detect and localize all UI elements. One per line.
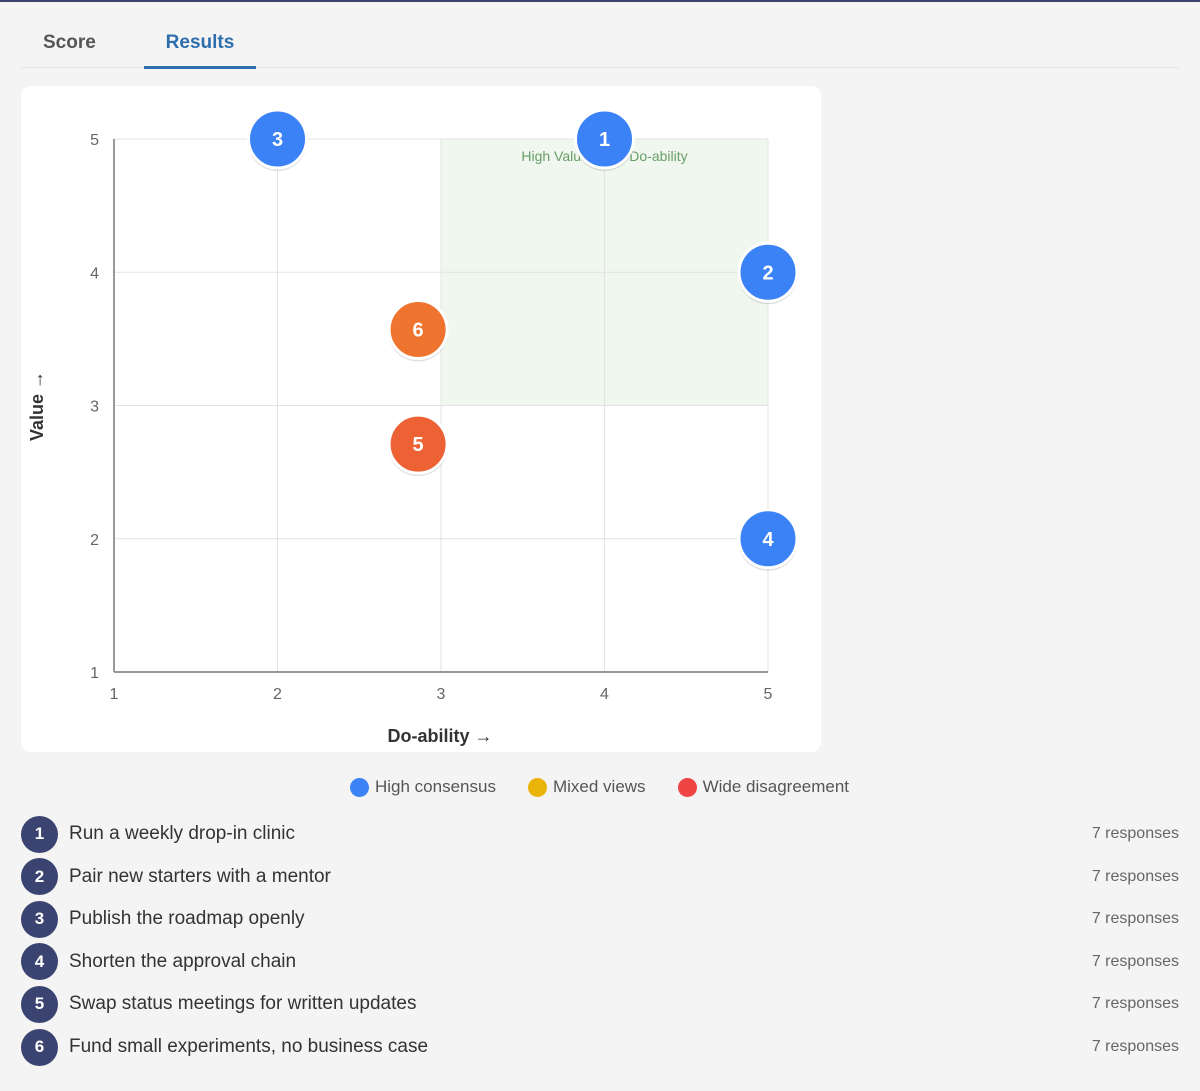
- data-point-label: 6: [413, 320, 424, 342]
- item-label: Swap status meetings for written updates: [69, 993, 417, 1015]
- x-tick-label: 5: [764, 686, 773, 703]
- y-tick-label: 5: [90, 132, 99, 149]
- data-point-label: 2: [762, 262, 773, 284]
- x-axis-title: Do-ability →: [387, 726, 492, 746]
- item-label: Fund small experiments, no business case: [69, 1036, 429, 1057]
- y-tick-label: 4: [90, 265, 99, 282]
- legend-label: High consensus: [375, 777, 496, 796]
- x-tick-label: 4: [600, 686, 609, 703]
- legend-swatch-high-consensus: [350, 777, 369, 797]
- scatter-chart: High Value, High Do-ability1234512345Do-…: [27, 108, 799, 746]
- item-label: Shorten the approval chain: [69, 950, 297, 972]
- item-number-badge: 6: [21, 1028, 58, 1066]
- legend-item-mixed-views: Mixed views: [527, 777, 646, 797]
- item-label: Publish the roadmap openly: [69, 908, 305, 930]
- item-response-count: 7 responses: [1091, 867, 1179, 885]
- data-point-4: [737, 508, 799, 570]
- data-point-6: [387, 299, 449, 361]
- item-number-badge: 2: [21, 858, 58, 896]
- item-number-badge: 4: [21, 943, 58, 981]
- data-point-label: 1: [599, 129, 610, 151]
- item-response-count: 7 responses: [1091, 952, 1179, 970]
- x-tick-label: 2: [273, 686, 282, 703]
- list-item: 2 Pair new starters with a mentor 7 resp…: [21, 857, 1179, 897]
- tab-bar: Score Results: [21, 2, 1179, 69]
- data-point-1: [574, 108, 635, 170]
- legend-item-high-consensus: High consensus: [350, 777, 496, 797]
- item-response-count: 7 responses: [1091, 995, 1179, 1013]
- legend-swatch-mixed-views: [527, 777, 547, 797]
- y-tick-label: 2: [90, 532, 99, 549]
- legend-label: Wide disagreement: [702, 777, 850, 796]
- item-label: Pair new starters with a mentor: [69, 865, 331, 887]
- chart-legend: High consensus Mixed views Wide disagree…: [350, 776, 881, 798]
- legend-label: Mixed views: [552, 777, 646, 796]
- y-tick-label: 3: [90, 399, 99, 416]
- tab-score[interactable]: Score: [43, 32, 96, 53]
- tab-results[interactable]: Results: [144, 32, 256, 69]
- item-label: Run a weekly drop-in clinic: [69, 823, 295, 844]
- data-point-5: [387, 413, 449, 475]
- data-point-label: 3: [272, 129, 283, 151]
- item-response-count: 7 responses: [1091, 825, 1179, 842]
- legend-item-wide-disagreement: Wide disagreement: [677, 777, 850, 797]
- list-item: 6 Fund small experiments, no business ca…: [21, 1027, 1179, 1067]
- item-response-count: 7 responses: [1091, 910, 1179, 928]
- item-response-count: 7 responses: [1091, 1038, 1179, 1055]
- item-number-badge: 5: [21, 985, 58, 1023]
- data-point-2: [737, 241, 799, 303]
- data-point-label: 4: [762, 529, 774, 551]
- data-point-label: 5: [413, 434, 424, 456]
- list-item: 5 Swap status meetings for written updat…: [21, 984, 1179, 1024]
- y-tick-label: 1: [90, 665, 99, 682]
- legend-swatch-wide-disagreement: [677, 777, 697, 797]
- data-point-3: [247, 108, 308, 170]
- item-number-badge: 3: [21, 900, 58, 938]
- x-tick-label: 1: [110, 686, 119, 703]
- item-number-badge: 1: [21, 815, 58, 853]
- scatter-chart-card: High Value, High Do-ability1234512345Do-…: [21, 86, 821, 752]
- list-item: 3 Publish the roadmap openly 7 responses: [21, 899, 1179, 939]
- list-item: 1 Run a weekly drop-in clinic 7 response…: [21, 814, 1179, 854]
- list-item: 4 Shorten the approval chain 7 responses: [21, 942, 1179, 982]
- x-tick-label: 3: [437, 686, 446, 703]
- y-axis-title: Value →: [27, 371, 47, 441]
